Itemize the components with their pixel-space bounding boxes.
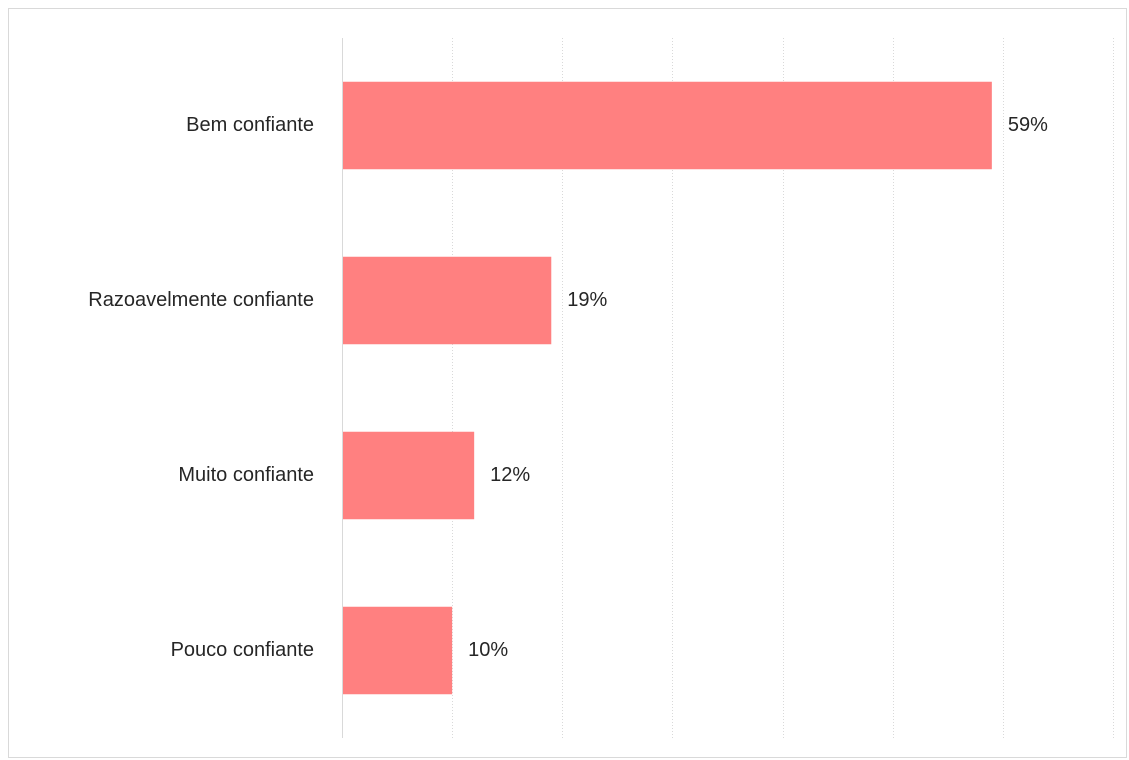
bar bbox=[343, 431, 475, 520]
category-labels: Bem confiante Razoavelmente confiante Muit… bbox=[88, 114, 314, 661]
category-label: Razoavelmente confiante bbox=[88, 289, 314, 311]
category-label: Pouco confiante bbox=[171, 639, 314, 661]
data-label: 59% bbox=[1008, 114, 1048, 136]
data-label: 10% bbox=[468, 639, 508, 661]
category-label: Bem confiante bbox=[186, 114, 314, 136]
data-label: 12% bbox=[490, 464, 530, 486]
bar bbox=[343, 81, 992, 170]
bar bbox=[343, 256, 552, 345]
bar bbox=[343, 606, 453, 695]
category-label: Muito confiante bbox=[178, 464, 314, 486]
bars bbox=[343, 81, 992, 695]
value-labels: 59% 19% 12% 10% bbox=[468, 114, 1048, 661]
data-label: 19% bbox=[567, 289, 607, 311]
